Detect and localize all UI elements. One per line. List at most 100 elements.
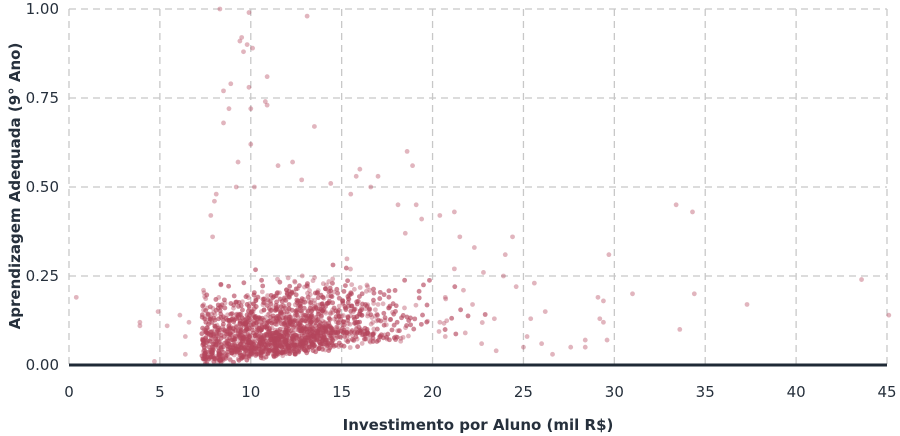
data-point [301,328,307,334]
data-point [323,337,329,343]
data-point [351,306,357,312]
data-point [225,346,231,352]
data-point [368,312,374,318]
data-point [365,284,370,289]
data-point [273,302,279,308]
data-point [299,333,305,339]
data-point [203,319,209,325]
data-point [243,319,249,325]
data-point [292,302,298,308]
x-tick-label: 20 [423,383,442,401]
data-point [237,339,243,344]
data-point [305,294,311,300]
data-point [209,351,215,357]
data-point [258,349,264,355]
data-point [209,349,215,354]
data-point [250,327,255,333]
data-point [245,332,251,338]
data-point [259,327,264,332]
data-point [330,330,336,335]
data-point [291,342,296,348]
data-point [249,324,255,330]
data-point [274,322,280,327]
data-point [239,356,244,361]
data-point [261,300,267,305]
data-point [259,324,265,329]
data-point [510,234,515,240]
data-point [359,307,365,313]
data-point [271,348,277,354]
data-point [289,339,295,345]
data-point [235,347,241,353]
data-point [366,331,371,336]
data-point [220,321,226,327]
data-point [228,332,234,338]
data-point [323,328,329,334]
data-point [211,315,217,321]
data-point [326,300,332,306]
data-point [371,297,376,303]
data-point [291,337,296,343]
data-point [471,245,477,250]
data-point [328,330,334,336]
data-point [240,336,246,342]
data-point [314,290,320,296]
data-point [376,337,381,343]
data-point [200,356,206,362]
data-point [315,331,321,337]
data-point [315,331,321,337]
data-point [300,343,305,349]
data-point [265,329,271,335]
data-point [320,301,325,307]
data-point [209,311,215,317]
data-point [234,316,239,321]
data-point [250,339,256,345]
data-point [285,344,291,350]
data-point [217,351,223,357]
data-point [265,323,270,329]
data-point [249,340,254,346]
data-point [285,343,291,349]
data-point [318,333,324,339]
data-point [242,328,248,334]
data-point [335,334,341,340]
data-point [216,348,222,354]
data-point [240,307,245,313]
data-point [227,335,233,341]
data-point [335,329,341,335]
data-point [310,333,316,339]
data-point [370,332,376,337]
data-point [213,191,219,197]
data-point [212,198,217,204]
data-point [287,319,293,325]
data-point [282,338,288,344]
data-point [242,317,248,323]
data-point [246,315,252,321]
data-point [227,335,233,341]
data-point [202,316,208,322]
data-point [274,329,280,335]
data-point [320,294,326,300]
data-point [315,330,321,336]
data-point [286,347,292,352]
data-point [243,327,249,333]
data-point [339,313,344,319]
data-point [239,345,245,351]
data-point [267,347,273,353]
data-point [244,312,250,318]
data-point [265,312,271,317]
data-point [350,337,355,342]
data-point [286,306,292,311]
data-point [282,322,288,328]
data-point [291,346,297,352]
data-point [312,290,318,296]
data-point [258,353,264,359]
data-point [326,330,331,336]
data-point [386,305,392,311]
data-point [388,317,394,322]
data-point [232,333,238,339]
data-point [252,333,258,339]
data-point [261,307,267,313]
data-point [223,353,229,359]
data-point [177,312,183,318]
